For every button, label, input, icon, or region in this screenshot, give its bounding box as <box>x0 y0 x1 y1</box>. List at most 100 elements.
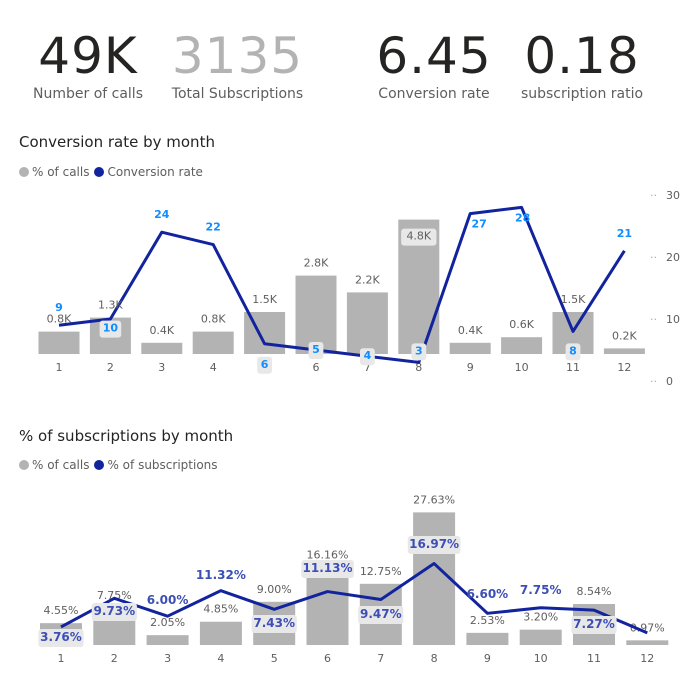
kpi-value: 6.45 <box>376 27 492 85</box>
bar-data-label: 27.63% <box>413 493 455 506</box>
line-data-label: 9 <box>55 301 63 314</box>
legend-label: % of calls <box>32 165 90 179</box>
data-label: 6 <box>261 358 269 371</box>
legend-dot-icon <box>19 460 29 470</box>
legend-label: % of calls <box>32 458 90 472</box>
data-label-bg <box>565 343 581 361</box>
x-tick-label: 1 <box>56 361 63 374</box>
bar-data-label: 0.6K <box>509 318 534 331</box>
line-data-label: 28 <box>515 211 530 224</box>
bar-data-label: 2.8K <box>304 257 329 270</box>
kpi-number-of-calls: 49K Number of calls <box>22 28 154 102</box>
x-tick-label: 9 <box>484 652 491 665</box>
legend-item-calls[interactable]: % of calls <box>19 458 89 472</box>
data-label: 8 <box>569 344 577 357</box>
bar-data-label: 3.20% <box>523 611 558 624</box>
data-label: 3.76% <box>40 630 82 644</box>
bar <box>146 635 189 645</box>
data-label: 11.13% <box>303 561 353 575</box>
bar-data-label: 0.8K <box>47 313 72 326</box>
legend-label: % of subscriptions <box>107 458 218 472</box>
bar <box>519 629 562 645</box>
x-tick-label: 12 <box>640 652 654 665</box>
y-axis-tick-label: 20 <box>666 251 680 264</box>
data-label-bg <box>571 616 617 634</box>
x-tick-label: 4 <box>217 652 224 665</box>
line-data-label: 27 <box>472 218 487 231</box>
data-label-bg <box>358 606 404 624</box>
kpi-label: Number of calls <box>33 86 143 102</box>
legend-dot-icon <box>94 167 105 177</box>
y-axis-tick-dots: ·· <box>650 375 657 388</box>
x-tick-label: 5 <box>271 652 278 665</box>
x-tick-label: 12 <box>617 361 631 374</box>
y-axis-tick-dots: ·· <box>650 189 657 202</box>
line-data-label: 24 <box>154 208 170 221</box>
data-label: 5 <box>312 343 320 356</box>
bar-data-label: 2.2K <box>355 273 380 286</box>
data-label: 7.27% <box>573 617 615 631</box>
bar <box>466 632 509 645</box>
line-data-label: 6.60% <box>467 587 509 601</box>
data-label-bg <box>251 615 297 633</box>
legend-item-conversion[interactable]: Conversion rate <box>94 165 203 179</box>
y-axis-tick-dots: ·· <box>650 313 657 326</box>
legend-conversion[interactable]: % of calls Conversion rate <box>19 165 208 179</box>
x-tick-label: 7 <box>377 652 384 665</box>
x-tick-label: 4 <box>210 361 217 374</box>
data-label: 4 <box>364 349 372 362</box>
data-label: 7.43% <box>253 616 295 630</box>
bar <box>295 275 337 354</box>
x-tick-label: 1 <box>58 652 65 665</box>
x-tick-label: 8 <box>415 361 422 374</box>
x-tick-label: 7 <box>364 361 371 374</box>
line-data-label: 11.32% <box>196 568 246 582</box>
bar-data-label: 12.75% <box>360 565 402 578</box>
bar-data-label: 0.2K <box>612 329 637 342</box>
kpi-value: 0.18 <box>524 27 640 85</box>
kpi-label: subscription ratio <box>520 86 644 102</box>
bar-data-label: 1.5K <box>561 293 586 306</box>
bar-data-label: 16.16% <box>307 548 349 561</box>
y-axis-tick-label: 10 <box>666 313 680 326</box>
kpi-conversion-rate: 6.45 Conversion rate <box>370 28 498 102</box>
y-axis-tick-label: 30 <box>666 189 680 202</box>
legend-label: Conversion rate <box>107 165 203 179</box>
bar-data-label: 9.00% <box>257 583 292 596</box>
x-tick-label: 10 <box>515 361 529 374</box>
legend-dot-icon <box>19 167 29 177</box>
legend-subscriptions[interactable]: % of calls % of subscriptions <box>19 458 223 472</box>
x-tick-label: 6 <box>313 361 320 374</box>
bar-data-label: 0.4K <box>149 324 174 337</box>
line-data-label: 21 <box>617 227 632 240</box>
line-data-label: 22 <box>206 221 221 234</box>
chart-title-conversion: Conversion rate by month <box>19 133 215 151</box>
bar-data-label: 4.85% <box>203 603 238 616</box>
bar-data-label: 1.5K <box>252 293 277 306</box>
bar <box>192 331 234 354</box>
data-label-bg <box>411 343 427 361</box>
legend-dot-icon <box>94 460 105 470</box>
bar <box>38 331 80 354</box>
bar-data-label: 1.3K <box>98 299 123 312</box>
y-axis-tick-label: 0 <box>666 375 673 388</box>
data-label: 9.47% <box>360 607 402 621</box>
y-axis-tick-dots: ·· <box>650 251 657 264</box>
legend-item-calls[interactable]: % of calls <box>19 165 89 179</box>
data-label-bg <box>301 560 354 578</box>
bar-data-label: 0.97% <box>630 621 665 634</box>
bar <box>346 292 388 354</box>
x-tick-label: 9 <box>467 361 474 374</box>
x-tick-label: 8 <box>431 652 438 665</box>
line-series-conversion <box>58 205 626 364</box>
bar-data-label: 4.55% <box>44 604 79 617</box>
x-tick-label: 6 <box>324 652 331 665</box>
x-tick-label: 10 <box>534 652 548 665</box>
bar-data-label: 0.8K <box>201 313 226 326</box>
bar-data-label: 2.53% <box>470 614 505 627</box>
legend-item-subscriptions[interactable]: % of subscriptions <box>94 458 218 472</box>
bar-data-label: 0.4K <box>458 324 483 337</box>
data-label: 9.73% <box>93 604 135 618</box>
data-label: 10 <box>103 322 119 335</box>
